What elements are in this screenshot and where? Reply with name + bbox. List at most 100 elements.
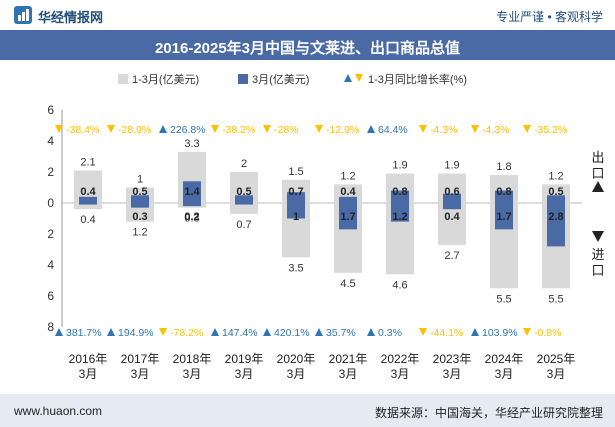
- export-march-bar: [443, 193, 461, 203]
- export-ytd-label: 1: [137, 174, 143, 186]
- export-ytd-label: 1.9: [444, 160, 459, 172]
- import-growth-label-icon: [211, 328, 219, 336]
- y-tick-label: 6: [47, 289, 54, 303]
- export-march-label: 0.4: [340, 186, 356, 198]
- import-growth-label-icon: [315, 328, 323, 336]
- import-growth-label: 35.7%: [326, 327, 356, 339]
- export-growth-label-icon: [471, 125, 479, 133]
- huajing-logo-icon: [14, 6, 32, 24]
- import-growth-label-icon: [159, 328, 167, 336]
- x-tick-label-year: 2024年: [485, 352, 524, 366]
- export-growth-label: -28%: [274, 124, 299, 136]
- import-ytd-label: 4.6: [392, 279, 407, 291]
- export-ytd-label: 3.3: [184, 138, 199, 150]
- export-ytd-label: 1.2: [340, 170, 355, 182]
- x-tick-label-month: 3月: [235, 367, 254, 381]
- export-growth-label: 64.4%: [378, 124, 408, 136]
- x-tick-label-month: 3月: [183, 367, 202, 381]
- x-tick-label-month: 3月: [495, 367, 514, 381]
- import-growth-label: -44.1%: [430, 327, 463, 339]
- x-tick-label-year: 2019年: [225, 352, 264, 366]
- export-march-label: 1.4: [184, 186, 200, 198]
- export-march-bar: [547, 195, 565, 203]
- export-growth-label: -4.3%: [482, 124, 509, 136]
- top-bar: 华经情报网 专业严谨 • 客观科学: [0, 0, 615, 30]
- export-growth-label-icon: [107, 125, 115, 133]
- y-tick-label: 2: [47, 165, 54, 179]
- import-march-bar: [547, 203, 565, 247]
- export-growth-label-icon: [523, 125, 531, 133]
- import-ytd-bar: [230, 203, 258, 214]
- export-march-label: 0.4: [80, 186, 96, 198]
- import-ytd-label: 0.4: [80, 214, 95, 226]
- import-march-bar: [79, 203, 97, 205]
- y-tick-label: 4: [47, 258, 54, 272]
- export-growth-label-icon: [367, 125, 375, 133]
- export-growth-label: -38.2%: [222, 124, 255, 136]
- import-growth-label-icon: [367, 328, 375, 336]
- import-growth-label: 147.4%: [222, 327, 258, 339]
- import-growth-label-icon: [419, 328, 427, 336]
- import-march-label: 1.7: [496, 211, 511, 223]
- x-tick-label-year: 2025年: [537, 352, 576, 366]
- x-tick-label-month: 3月: [443, 367, 462, 381]
- x-tick-label-year: 2017年: [121, 352, 160, 366]
- export-march-label: 0.5: [132, 186, 147, 198]
- export-up-arrow-icon: [592, 181, 604, 192]
- y-tick-label: 8: [47, 320, 54, 334]
- export-growth-label-icon: [263, 125, 271, 133]
- x-tick-label-year: 2022年: [381, 352, 420, 366]
- import-side-char-2: 口: [591, 263, 604, 278]
- export-ytd-label: 1.5: [288, 166, 303, 178]
- import-growth-label: -0.8%: [534, 327, 561, 339]
- legend-swatch-ytd: [118, 74, 128, 84]
- import-growth-label: 194.9%: [118, 327, 154, 339]
- export-march-label: 0.6: [444, 186, 459, 198]
- legend-up-triangle-icon: [344, 74, 352, 82]
- x-tick-label-month: 3月: [79, 367, 98, 381]
- x-tick-label-month: 3月: [287, 367, 306, 381]
- x-tick-label-year: 2023年: [433, 352, 472, 366]
- x-tick-label-year: 2016年: [69, 352, 108, 366]
- footer-source: 数据来源：中国海关，华经产业研究院整理: [374, 406, 603, 420]
- import-march-bar: [495, 203, 513, 230]
- legend-label-growth: 1-3月同比增长率(%): [368, 72, 467, 86]
- import-ytd-label: 2.7: [444, 250, 459, 262]
- import-march-label: 2.8: [548, 211, 563, 223]
- import-march-bar: [339, 203, 357, 230]
- export-march-label: 0.5: [548, 186, 563, 198]
- title-bar: [0, 30, 615, 60]
- import-ytd-bar: [438, 203, 466, 245]
- export-march-label: 0.8: [392, 186, 407, 198]
- import-growth-label: 0.3%: [378, 327, 402, 339]
- export-march-bar: [495, 190, 513, 203]
- footer-website[interactable]: www.huaon.com: [14, 404, 103, 418]
- x-tick-label-month: 3月: [391, 367, 410, 381]
- import-ytd-label: 0.7: [236, 219, 251, 231]
- import-march-bar: [131, 203, 149, 208]
- import-growth-label-icon: [107, 328, 115, 336]
- export-ytd-label: 1.2: [548, 170, 563, 182]
- export-growth-label-icon: [315, 125, 323, 133]
- import-march-label: 0.3: [132, 211, 147, 223]
- import-march-bar: [287, 203, 305, 219]
- site-name: 华经情报网: [38, 10, 104, 25]
- export-growth-label: -12.9%: [326, 124, 359, 136]
- export-side-char-1: 出: [591, 150, 604, 165]
- import-side-char-1: 进: [591, 247, 604, 262]
- import-growth-label: 420.1%: [274, 327, 310, 339]
- import-ytd-bar: [74, 203, 102, 210]
- footer-bar: [0, 394, 615, 427]
- export-growth-label: -35.2%: [534, 124, 567, 136]
- export-growth-label: 226.8%: [170, 124, 206, 136]
- export-march-bar: [339, 196, 357, 203]
- y-tick-label: 2: [47, 227, 54, 241]
- export-march-label: 0.7: [288, 186, 303, 198]
- export-growth-label-icon: [211, 125, 219, 133]
- x-tick-label-month: 3月: [339, 367, 358, 381]
- import-march-bar: [443, 203, 461, 210]
- export-ytd-label: 1.9: [392, 160, 407, 172]
- tagline: 专业严谨 • 客观科学: [496, 10, 603, 24]
- export-march-bar: [235, 195, 253, 203]
- import-ytd-label: 5.5: [496, 293, 511, 305]
